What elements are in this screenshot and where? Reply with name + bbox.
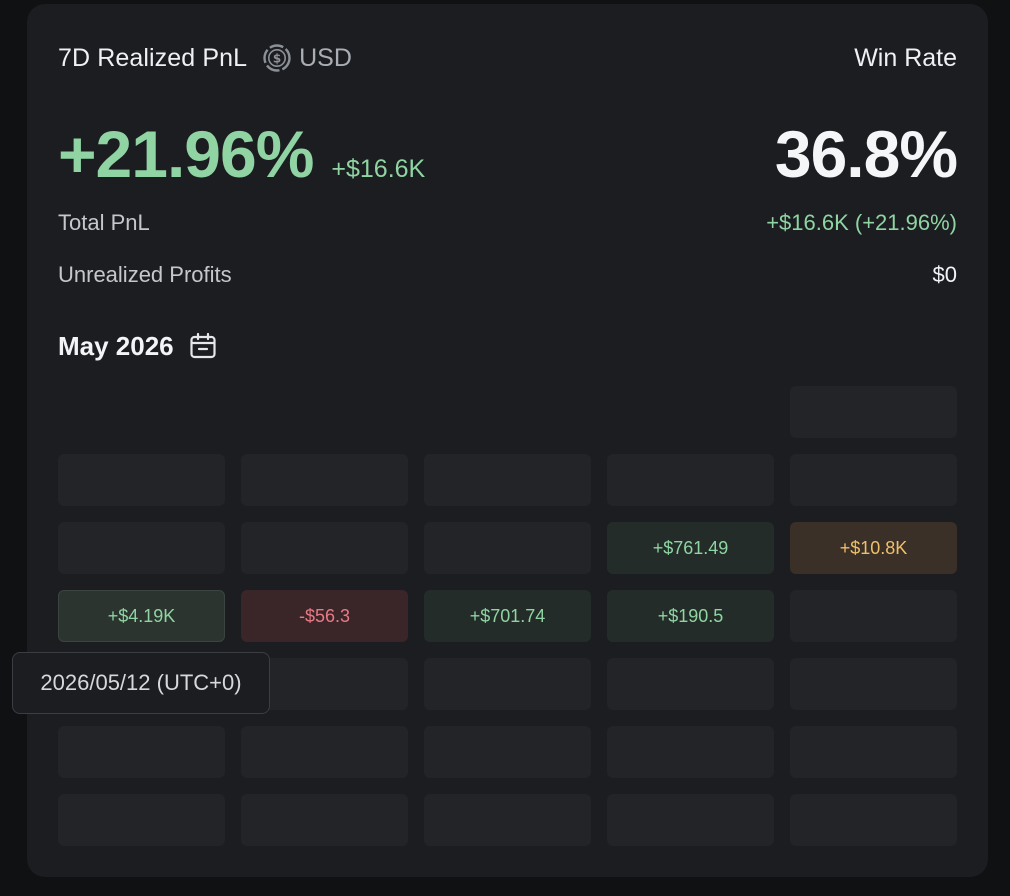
calendar-day-cell[interactable]: +$701.74 [424,590,591,642]
calendar-day-cell[interactable] [790,726,957,778]
total-pnl-label: Total PnL [58,210,150,235]
card-header: 7D Realized PnL $ USD Win Rate [58,40,957,76]
month-selector[interactable]: May 2026 [58,328,957,364]
title-group: 7D Realized PnL $ USD [58,44,352,73]
calendar-day-cell[interactable] [58,726,225,778]
currency-label[interactable]: USD [299,43,352,72]
calendar-day-cell[interactable]: +$10.8K [790,522,957,574]
unrealized-row: Unrealized Profits $0 [58,260,957,290]
calendar-day-cell[interactable] [424,658,591,710]
usd-coin-icon: $ [263,44,291,72]
calendar-day-cell[interactable] [58,794,225,846]
win-rate-value: 36.8% [774,117,958,191]
calendar-day-cell[interactable] [607,454,774,506]
calendar-day-cell[interactable] [790,590,957,642]
calendar-day-cell[interactable] [607,794,774,846]
pnl-group: +21.96% +$16.6K [58,116,425,192]
calendar-day-cell[interactable] [58,522,225,574]
unrealized-label: Unrealized Profits [58,262,232,287]
month-label: May 2026 [58,330,174,361]
calendar-day-cell[interactable] [607,726,774,778]
unrealized-value: $0 [932,262,957,287]
calendar-day-cell[interactable] [241,454,408,506]
pnl-card: 7D Realized PnL $ USD Win Rate +21.96% +… [27,4,988,877]
calendar-day-cell[interactable] [424,726,591,778]
pnl-amount: +$16.6K [331,155,426,183]
total-pnl-value: +$16.6K (+21.96%) [766,210,957,235]
date-tooltip: 2026/05/12 (UTC+0) [12,652,270,714]
calendar-icon[interactable] [188,331,218,361]
calendar-day-cell[interactable] [790,794,957,846]
calendar-day-cell[interactable]: +$190.5 [607,590,774,642]
calendar-day-cell[interactable] [424,454,591,506]
total-pnl-row: Total PnL +$16.6K (+21.96%) [58,208,957,238]
calendar-day-cell[interactable] [790,658,957,710]
card-title: 7D Realized PnL [58,43,248,72]
calendar-day-cell[interactable] [58,454,225,506]
calendar-day-cell[interactable] [424,794,591,846]
calendar-day-cell[interactable]: +$761.49 [607,522,774,574]
calendar-day-cell[interactable] [241,794,408,846]
win-rate-label: Win Rate [854,43,957,72]
svg-text:$: $ [273,52,281,66]
calendar-day-cell[interactable] [790,386,957,438]
calendar-day-cell[interactable] [790,454,957,506]
calendar-day-cell[interactable]: -$56.3 [241,590,408,642]
calendar-day-cell[interactable] [607,658,774,710]
metrics-row: +21.96% +$16.6K 36.8% [58,116,958,192]
calendar-day-cell[interactable] [241,522,408,574]
calendar-day-cell[interactable] [241,726,408,778]
pnl-percent: +21.96% [58,117,314,191]
calendar-day-cell[interactable]: +$4.19K [58,590,225,642]
calendar-day-cell[interactable] [424,522,591,574]
